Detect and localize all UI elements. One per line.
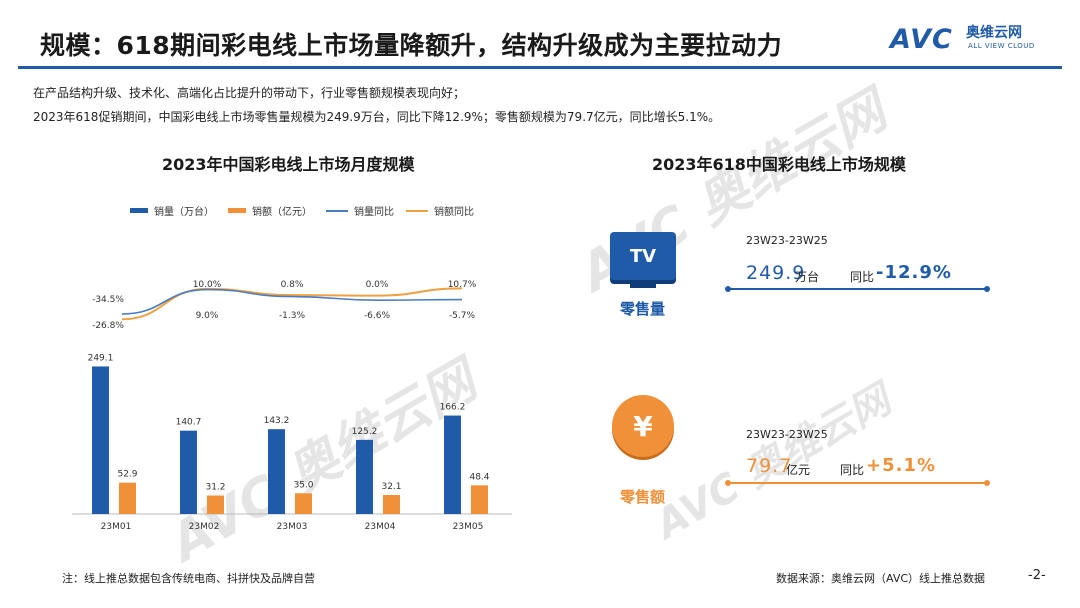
legend-label: 销额（亿元） [252, 207, 312, 218]
volume-divider [728, 288, 988, 290]
value-period: 23W23-23W25 [746, 428, 828, 441]
yuan-icon: ¥ [612, 395, 674, 457]
divider-dot [984, 480, 990, 486]
bar-volume-label: 166.2 [440, 403, 466, 413]
retail-value-label: 零售额 [620, 488, 666, 506]
bar-volume-label: 140.7 [176, 418, 202, 428]
value-yoy-label: 同比 [840, 463, 865, 477]
page-number: -2- [1028, 568, 1046, 583]
volume-period: 23W23-23W25 [746, 234, 828, 247]
avc-logo: AVC 奥维云网 ALL VIEW CLOUD [890, 22, 1060, 56]
x-tick-label: 23M01 [101, 522, 132, 532]
bar-value-label: 35.0 [293, 480, 313, 490]
legend-line-value-yoy: 销额同比 [406, 203, 474, 218]
line-value-yoy-label: -34.5% [92, 295, 124, 305]
line-value-yoy-label: 0.0% [366, 280, 389, 290]
page-title: 规模：618期间彩电线上市场量降额升，结构升级成为主要拉动力 [40, 31, 783, 60]
logo-en: ALL VIEW CLOUD [968, 42, 1035, 50]
tv-icon: TV [610, 232, 676, 280]
bar-volume [444, 415, 461, 514]
divider-dot [725, 286, 731, 292]
line-volume-yoy-label: -5.7% [449, 311, 476, 321]
bar-value-label: 32.1 [381, 482, 401, 492]
value-yoy-value: +5.1% [866, 455, 937, 476]
divider-dot [984, 286, 990, 292]
legend-line [326, 209, 348, 212]
volume-unit: 万台 [795, 270, 820, 284]
volume-yoy-label: 同比 [850, 270, 875, 284]
line-value-yoy-label: 10.7% [448, 280, 477, 290]
header-rule [18, 66, 1062, 69]
bar-volume-label: 143.2 [264, 416, 290, 426]
bar-value [119, 482, 136, 514]
legend-label: 销额同比 [434, 207, 474, 218]
x-tick-label: 23M04 [365, 522, 396, 532]
value-unit: 亿元 [786, 463, 811, 477]
x-tick-label: 23M02 [189, 522, 220, 532]
right-chart-title: 2023年618中国彩电线上市场规模 [652, 155, 906, 174]
intro-line-2: 2023年618促销期间，中国彩电线上市场零售量规模为249.9万台，同比下降1… [33, 110, 721, 124]
intro-line-1: 在产品结构升级、技术化、高端化占比提升的带动下，行业零售额规模表现向好； [33, 86, 466, 100]
legend-label: 销量（万台） [154, 207, 214, 218]
value-amount: 79.7 [746, 455, 793, 477]
bar-volume [356, 439, 373, 514]
line-value-yoy-label: 10.0% [193, 280, 222, 290]
volume-value: 249.9 [746, 262, 806, 284]
value-divider [728, 482, 988, 484]
bar-value-label: 48.4 [469, 472, 489, 482]
line-value-yoy [121, 287, 463, 321]
footer-source: 数据来源：奥维云网（AVC）线上推总数据 [776, 572, 986, 585]
divider-dot [725, 480, 731, 486]
retail-volume-label: 零售量 [620, 300, 666, 318]
legend-label: 销量同比 [354, 207, 394, 218]
logo-text: AVC [890, 24, 953, 55]
bar-value [207, 495, 224, 514]
bar-value [383, 494, 400, 514]
legend-line-volume-yoy: 销量同比 [326, 203, 394, 218]
x-tick-label: 23M03 [277, 522, 308, 532]
bar-value-label: 52.9 [117, 470, 137, 480]
logo-cn: 奥维云网 [966, 25, 1022, 41]
line-volume-yoy-label: -26.8% [92, 321, 124, 331]
legend-line [406, 209, 428, 212]
tv-stand [630, 284, 656, 288]
volume-yoy-value: -12.9% [876, 262, 952, 283]
left-chart-title: 2023年中国彩电线上市场月度规模 [162, 155, 415, 174]
bar-value [295, 493, 312, 514]
legend-bar-volume: 销量（万台） [130, 203, 214, 218]
line-volume-yoy-label: -6.6% [364, 311, 391, 321]
bar-volume [92, 366, 109, 514]
legend-bar-value: 销额（亿元） [228, 203, 312, 218]
line-value-yoy-label: 0.8% [281, 280, 304, 290]
bar-volume-label: 249.1 [88, 353, 114, 363]
line-volume-yoy [121, 288, 463, 315]
legend-swatch [228, 208, 246, 213]
line-volume-yoy-label: -1.3% [279, 311, 306, 321]
bar-volume-label: 125.2 [352, 427, 378, 437]
x-tick-label: 23M05 [453, 522, 484, 532]
bar-value-label: 31.2 [205, 483, 225, 493]
line-volume-yoy-label: 9.0% [196, 311, 219, 321]
footer-note: 注：线上推总数据包含传统电商、抖拼快及品牌自营 [62, 572, 315, 585]
bar-volume [180, 430, 197, 514]
bar-volume [268, 429, 285, 514]
legend-swatch [130, 208, 148, 213]
bar-value [471, 485, 488, 514]
